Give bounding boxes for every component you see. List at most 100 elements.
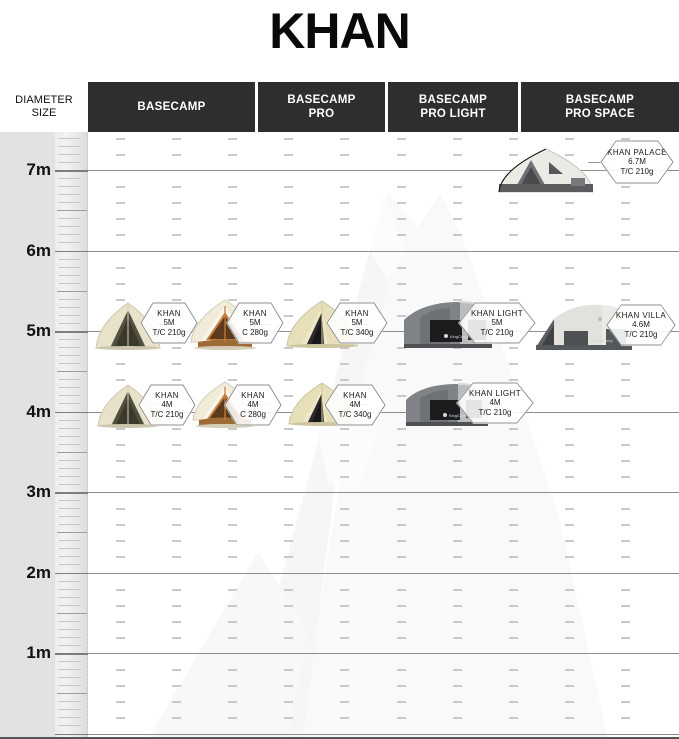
dash-tick-row xyxy=(88,218,679,221)
callout-khan-5m-tc210: KHAN 5M T/C 210g xyxy=(140,302,198,344)
dash-tick xyxy=(508,363,518,366)
dash-tick xyxy=(508,266,518,269)
callout-size: 6.7M xyxy=(628,157,646,167)
dash-tick xyxy=(620,620,630,623)
ruler-tick xyxy=(59,355,81,357)
ruler-tick xyxy=(59,347,81,349)
dash-tick xyxy=(452,266,462,269)
dash-tick xyxy=(284,475,294,478)
dash-tick xyxy=(228,218,238,221)
column-header-basecamp-pro-line1: BASECAMP xyxy=(287,93,356,106)
dash-tick-row xyxy=(88,604,679,607)
dash-tick xyxy=(340,186,350,189)
gridline-7m xyxy=(88,170,679,171)
column-header-basecamp[interactable]: BASECAMP xyxy=(88,82,258,132)
dash-tick xyxy=(116,475,125,478)
dash-tick xyxy=(396,636,406,639)
column-header-basecamp-label: BASECAMP xyxy=(137,100,206,113)
dash-tick xyxy=(452,636,462,639)
dash-tick xyxy=(564,427,574,430)
dash-tick xyxy=(340,620,350,623)
dash-tick xyxy=(564,153,574,156)
dash-tick xyxy=(452,379,462,382)
callout-fabric: T/C 210g xyxy=(152,327,186,337)
dash-tick xyxy=(228,266,238,269)
diameter-size-line1: DIAMETER xyxy=(15,93,73,106)
ruler-tick xyxy=(59,548,81,550)
dash-tick xyxy=(340,363,350,366)
column-header-basecamp-pro[interactable]: BASECAMP PRO xyxy=(258,82,388,132)
ruler-tick xyxy=(59,685,81,687)
callout-fabric: T/C 210g xyxy=(478,407,512,417)
dash-tick xyxy=(172,459,182,462)
ruler-tick xyxy=(59,161,81,163)
dash-tick xyxy=(564,234,574,237)
dash-tick xyxy=(620,475,630,478)
diameter-size-label: DIAMETER SIZE xyxy=(0,82,88,132)
dash-tick xyxy=(284,701,294,704)
column-header-basecamp-pro-light[interactable]: BASECAMP PRO LIGHT xyxy=(388,82,521,132)
dash-tick xyxy=(172,588,182,591)
dash-tick xyxy=(564,540,574,543)
dash-tick xyxy=(228,701,238,704)
dash-tick xyxy=(284,620,294,623)
dash-tick xyxy=(172,717,182,720)
dash-tick xyxy=(340,524,350,527)
dash-tick xyxy=(228,620,238,623)
dash-tick xyxy=(172,685,182,688)
ruler-tick xyxy=(59,395,81,397)
dash-tick xyxy=(508,443,518,446)
dash-tick xyxy=(284,234,294,237)
dash-tick xyxy=(116,556,125,559)
dash-tick xyxy=(620,508,630,511)
callout-name: KHAN xyxy=(241,390,265,400)
dash-tick xyxy=(396,588,406,591)
ruler-tick xyxy=(59,194,81,196)
ruler-tick xyxy=(59,459,81,461)
ruler-tick xyxy=(59,620,81,622)
dash-tick xyxy=(340,137,350,140)
dash-tick xyxy=(172,669,182,672)
ruler-tick xyxy=(59,717,81,719)
dash-tick xyxy=(284,717,294,720)
dash-tick xyxy=(116,604,125,607)
dash-tick xyxy=(564,556,574,559)
dash-tick xyxy=(452,186,462,189)
callout-name: KHAN xyxy=(155,390,179,400)
column-header-row: DIAMETER SIZE BASECAMP BASECAMP PRO BASE… xyxy=(0,82,679,132)
ruler-tick xyxy=(55,492,88,494)
dash-tick xyxy=(172,347,182,350)
dash-tick xyxy=(228,379,238,382)
ruler-tick xyxy=(59,725,81,727)
dash-tick xyxy=(396,443,406,446)
dash-tick xyxy=(340,266,350,269)
y-axis-labels: 7m 6m 5m 4m 3m 2m 1m xyxy=(0,132,55,737)
dash-tick xyxy=(284,556,294,559)
ruler-tick xyxy=(55,331,88,333)
dash-tick xyxy=(284,636,294,639)
column-header-basecamp-pro-space[interactable]: BASECAMP PRO SPACE xyxy=(521,82,679,132)
callout-name: KHAN xyxy=(343,390,367,400)
ruler-tick xyxy=(59,137,81,139)
dash-tick xyxy=(620,717,630,720)
callout-size: 5M xyxy=(491,318,503,328)
dash-tick-row xyxy=(88,459,679,462)
dash-tick xyxy=(172,443,182,446)
dash-tick xyxy=(340,282,350,285)
tent-khan-palace[interactable] xyxy=(491,144,601,194)
dash-tick xyxy=(396,137,406,140)
dash-tick xyxy=(620,604,630,607)
leader-line-palace xyxy=(588,162,610,163)
dash-tick xyxy=(228,427,238,430)
dash-tick xyxy=(340,669,350,672)
dash-tick xyxy=(452,524,462,527)
dash-tick xyxy=(172,363,182,366)
callout-name: KHAN VILLA xyxy=(615,310,667,320)
ruler-tick xyxy=(59,677,81,679)
dash-tick xyxy=(172,636,182,639)
dash-tick-row xyxy=(88,717,679,720)
callout-size: 4M xyxy=(349,400,361,410)
dash-tick xyxy=(228,524,238,527)
dash-tick xyxy=(116,363,125,366)
dash-tick xyxy=(284,604,294,607)
